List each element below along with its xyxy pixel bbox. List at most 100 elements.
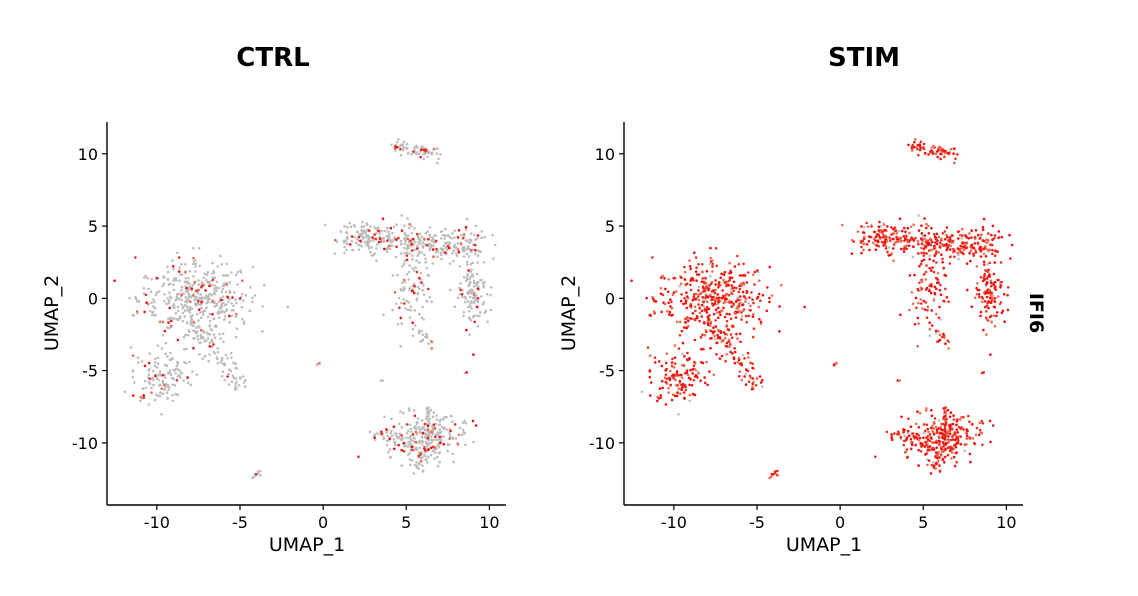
cell-point — [988, 296, 992, 300]
cell-point — [920, 259, 924, 263]
cell-point — [445, 428, 448, 431]
cell-point — [155, 366, 159, 369]
cell-point — [935, 287, 938, 291]
cell-point — [936, 149, 940, 152]
cell-point — [914, 422, 918, 426]
cell-point — [409, 434, 413, 438]
cell-point — [333, 252, 337, 255]
cell-point — [373, 436, 376, 440]
cell-point — [420, 459, 423, 463]
cell-point — [141, 387, 145, 390]
cell-point — [468, 238, 471, 241]
cell-point — [405, 436, 408, 440]
cell-point — [687, 376, 691, 380]
cell-point — [730, 300, 733, 304]
cell-point — [223, 378, 227, 382]
cell-point — [935, 250, 938, 253]
cell-point — [1008, 233, 1011, 237]
cell-point — [979, 314, 982, 318]
cell-point — [956, 251, 959, 255]
cell-point — [879, 230, 883, 234]
cell-point — [422, 157, 425, 161]
cell-point — [474, 248, 477, 252]
cell-point — [705, 305, 709, 309]
cell-point — [706, 300, 709, 304]
cell-point — [665, 352, 669, 356]
cell-point — [942, 415, 946, 419]
cell-point — [379, 240, 383, 243]
scatter-points-stim — [630, 138, 1014, 480]
cell-point — [230, 314, 234, 318]
cell-point — [423, 237, 426, 241]
cell-point — [733, 361, 737, 365]
cell-point — [938, 456, 941, 459]
cell-point — [685, 326, 688, 330]
cell-point — [907, 434, 911, 438]
cell-point — [761, 378, 764, 382]
cell-point — [712, 373, 716, 377]
cell-point — [926, 463, 929, 467]
cell-point — [713, 302, 716, 306]
cell-point — [408, 252, 411, 255]
cell-point — [234, 335, 238, 339]
cell-point — [917, 153, 920, 157]
cell-point — [928, 327, 932, 331]
cell-point — [217, 316, 221, 319]
cell-point — [935, 232, 939, 236]
cell-point — [936, 155, 939, 159]
cell-point — [924, 245, 928, 248]
cell-point — [142, 394, 145, 397]
cell-point — [648, 354, 652, 357]
cell-point — [405, 273, 409, 276]
cell-point — [399, 239, 403, 243]
cell-point — [850, 252, 854, 255]
cell-point — [938, 305, 941, 309]
cell-point — [692, 393, 695, 396]
cell-point — [162, 282, 166, 286]
cell-point — [933, 235, 937, 238]
cell-point — [377, 229, 381, 232]
cell-point — [152, 369, 155, 373]
cell-point — [402, 298, 406, 301]
cell-point — [198, 296, 201, 300]
cell-point — [939, 453, 943, 456]
cell-point — [968, 251, 971, 255]
cell-point — [167, 388, 170, 392]
cell-point — [675, 372, 679, 375]
cell-point — [451, 437, 455, 441]
cell-point — [740, 315, 744, 318]
cell-point — [716, 333, 719, 337]
cell-point — [669, 383, 672, 387]
cell-point — [982, 247, 985, 251]
cell-point — [714, 325, 717, 328]
cell-point — [467, 269, 470, 272]
cell-point — [129, 346, 133, 349]
cell-point — [203, 296, 207, 300]
cell-point — [402, 441, 406, 445]
cell-point — [907, 244, 911, 247]
cell-point — [648, 313, 652, 317]
cell-point — [208, 341, 212, 345]
cell-point — [473, 233, 476, 237]
cell-point — [914, 435, 918, 439]
cell-point — [448, 443, 451, 446]
cell-point — [948, 432, 952, 436]
cell-point — [727, 338, 731, 342]
cell-point — [424, 232, 428, 235]
cell-point — [751, 315, 755, 319]
cell-point — [969, 259, 972, 263]
cell-point — [395, 223, 399, 226]
cell-point — [732, 286, 736, 289]
cell-point — [149, 309, 152, 313]
cell-point — [965, 246, 969, 249]
cell-point — [169, 317, 172, 320]
cell-point — [176, 305, 180, 309]
cell-point — [881, 232, 885, 236]
cell-point — [725, 292, 729, 296]
cell-point — [176, 368, 180, 371]
cell-point — [434, 239, 438, 243]
cell-point — [225, 283, 229, 286]
cell-point — [672, 373, 675, 376]
cell-point — [909, 238, 912, 241]
cell-point — [928, 258, 931, 261]
